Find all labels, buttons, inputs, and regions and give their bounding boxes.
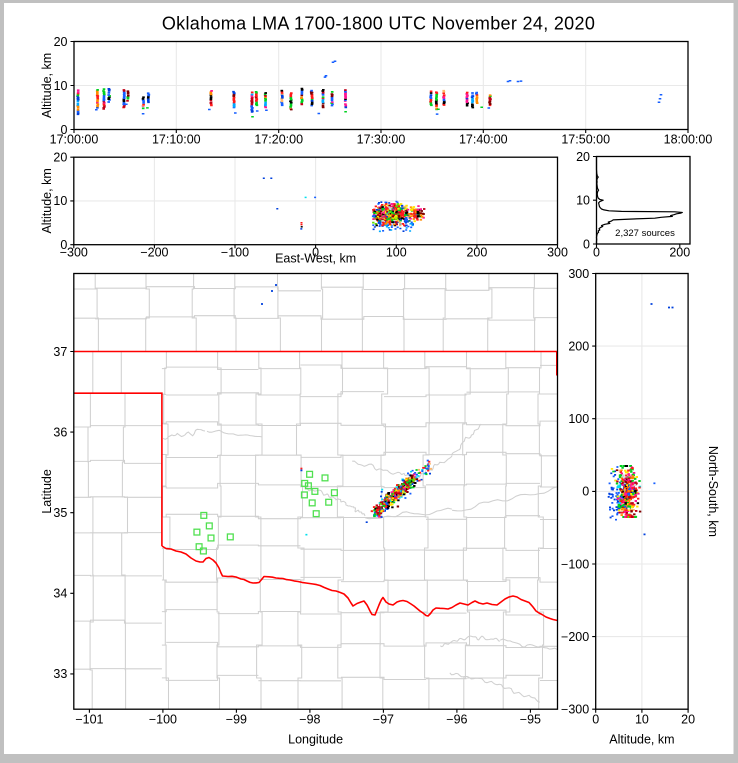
svg-text:0: 0 [583, 237, 590, 251]
svg-text:−100: −100 [149, 713, 177, 727]
svg-text:0: 0 [592, 713, 599, 727]
svg-text:17:30:00: 17:30:00 [357, 133, 406, 147]
svg-text:−300: −300 [561, 703, 589, 717]
svg-text:200: 200 [568, 339, 589, 353]
svg-text:−99: −99 [226, 713, 247, 727]
svg-text:17:00:00: 17:00:00 [50, 133, 99, 147]
svg-text:17:50:00: 17:50:00 [561, 133, 610, 147]
svg-text:−95: −95 [520, 713, 541, 727]
svg-text:33: 33 [53, 667, 67, 681]
svg-text:−200: −200 [561, 630, 589, 644]
svg-text:17:10:00: 17:10:00 [152, 133, 201, 147]
svg-text:10: 10 [576, 194, 590, 208]
svg-text:0: 0 [312, 246, 319, 260]
svg-text:−101: −101 [75, 713, 103, 727]
svg-text:Oklahoma LMA 1700-1800 UTC Nov: Oklahoma LMA 1700-1800 UTC November 24, … [162, 14, 595, 34]
svg-text:34: 34 [53, 587, 67, 601]
svg-text:−98: −98 [299, 713, 320, 727]
svg-text:100: 100 [568, 412, 589, 426]
svg-text:−97: −97 [373, 713, 394, 727]
svg-text:10: 10 [635, 713, 649, 727]
svg-text:200: 200 [466, 246, 487, 260]
svg-text:20: 20 [54, 35, 68, 49]
svg-text:0: 0 [60, 238, 67, 252]
svg-text:17:20:00: 17:20:00 [254, 133, 303, 147]
svg-text:0: 0 [61, 123, 68, 137]
svg-text:Altitude, km: Altitude, km [609, 733, 674, 747]
svg-text:300: 300 [547, 246, 568, 260]
svg-text:10: 10 [54, 79, 68, 93]
svg-text:37: 37 [53, 345, 67, 359]
svg-text:20: 20 [681, 713, 695, 727]
svg-text:300: 300 [568, 267, 589, 281]
svg-text:35: 35 [53, 506, 67, 520]
svg-text:−100: −100 [221, 246, 249, 260]
svg-text:−200: −200 [140, 246, 168, 260]
svg-text:36: 36 [53, 425, 67, 439]
svg-text:Altitude, km: Altitude, km [40, 53, 54, 118]
svg-text:0: 0 [593, 246, 600, 260]
svg-text:Longitude: Longitude [288, 733, 343, 747]
svg-text:20: 20 [53, 151, 67, 165]
svg-text:0: 0 [582, 485, 589, 499]
svg-text:Latitude: Latitude [40, 469, 54, 514]
svg-text:17:40:00: 17:40:00 [459, 133, 508, 147]
svg-text:200: 200 [669, 246, 690, 260]
svg-text:100: 100 [386, 246, 407, 260]
svg-text:18:00:00: 18:00:00 [664, 133, 713, 147]
svg-text:−96: −96 [446, 713, 467, 727]
svg-text:−300: −300 [60, 246, 88, 260]
svg-text:Altitude, km: Altitude, km [40, 168, 54, 233]
svg-text:North-South, km: North-South, km [706, 446, 720, 537]
svg-text:20: 20 [576, 150, 590, 164]
svg-text:2,327 sources: 2,327 sources [615, 228, 675, 239]
svg-text:10: 10 [53, 194, 67, 208]
svg-text:East-West, km: East-West, km [275, 252, 356, 266]
svg-text:−100: −100 [561, 557, 589, 571]
